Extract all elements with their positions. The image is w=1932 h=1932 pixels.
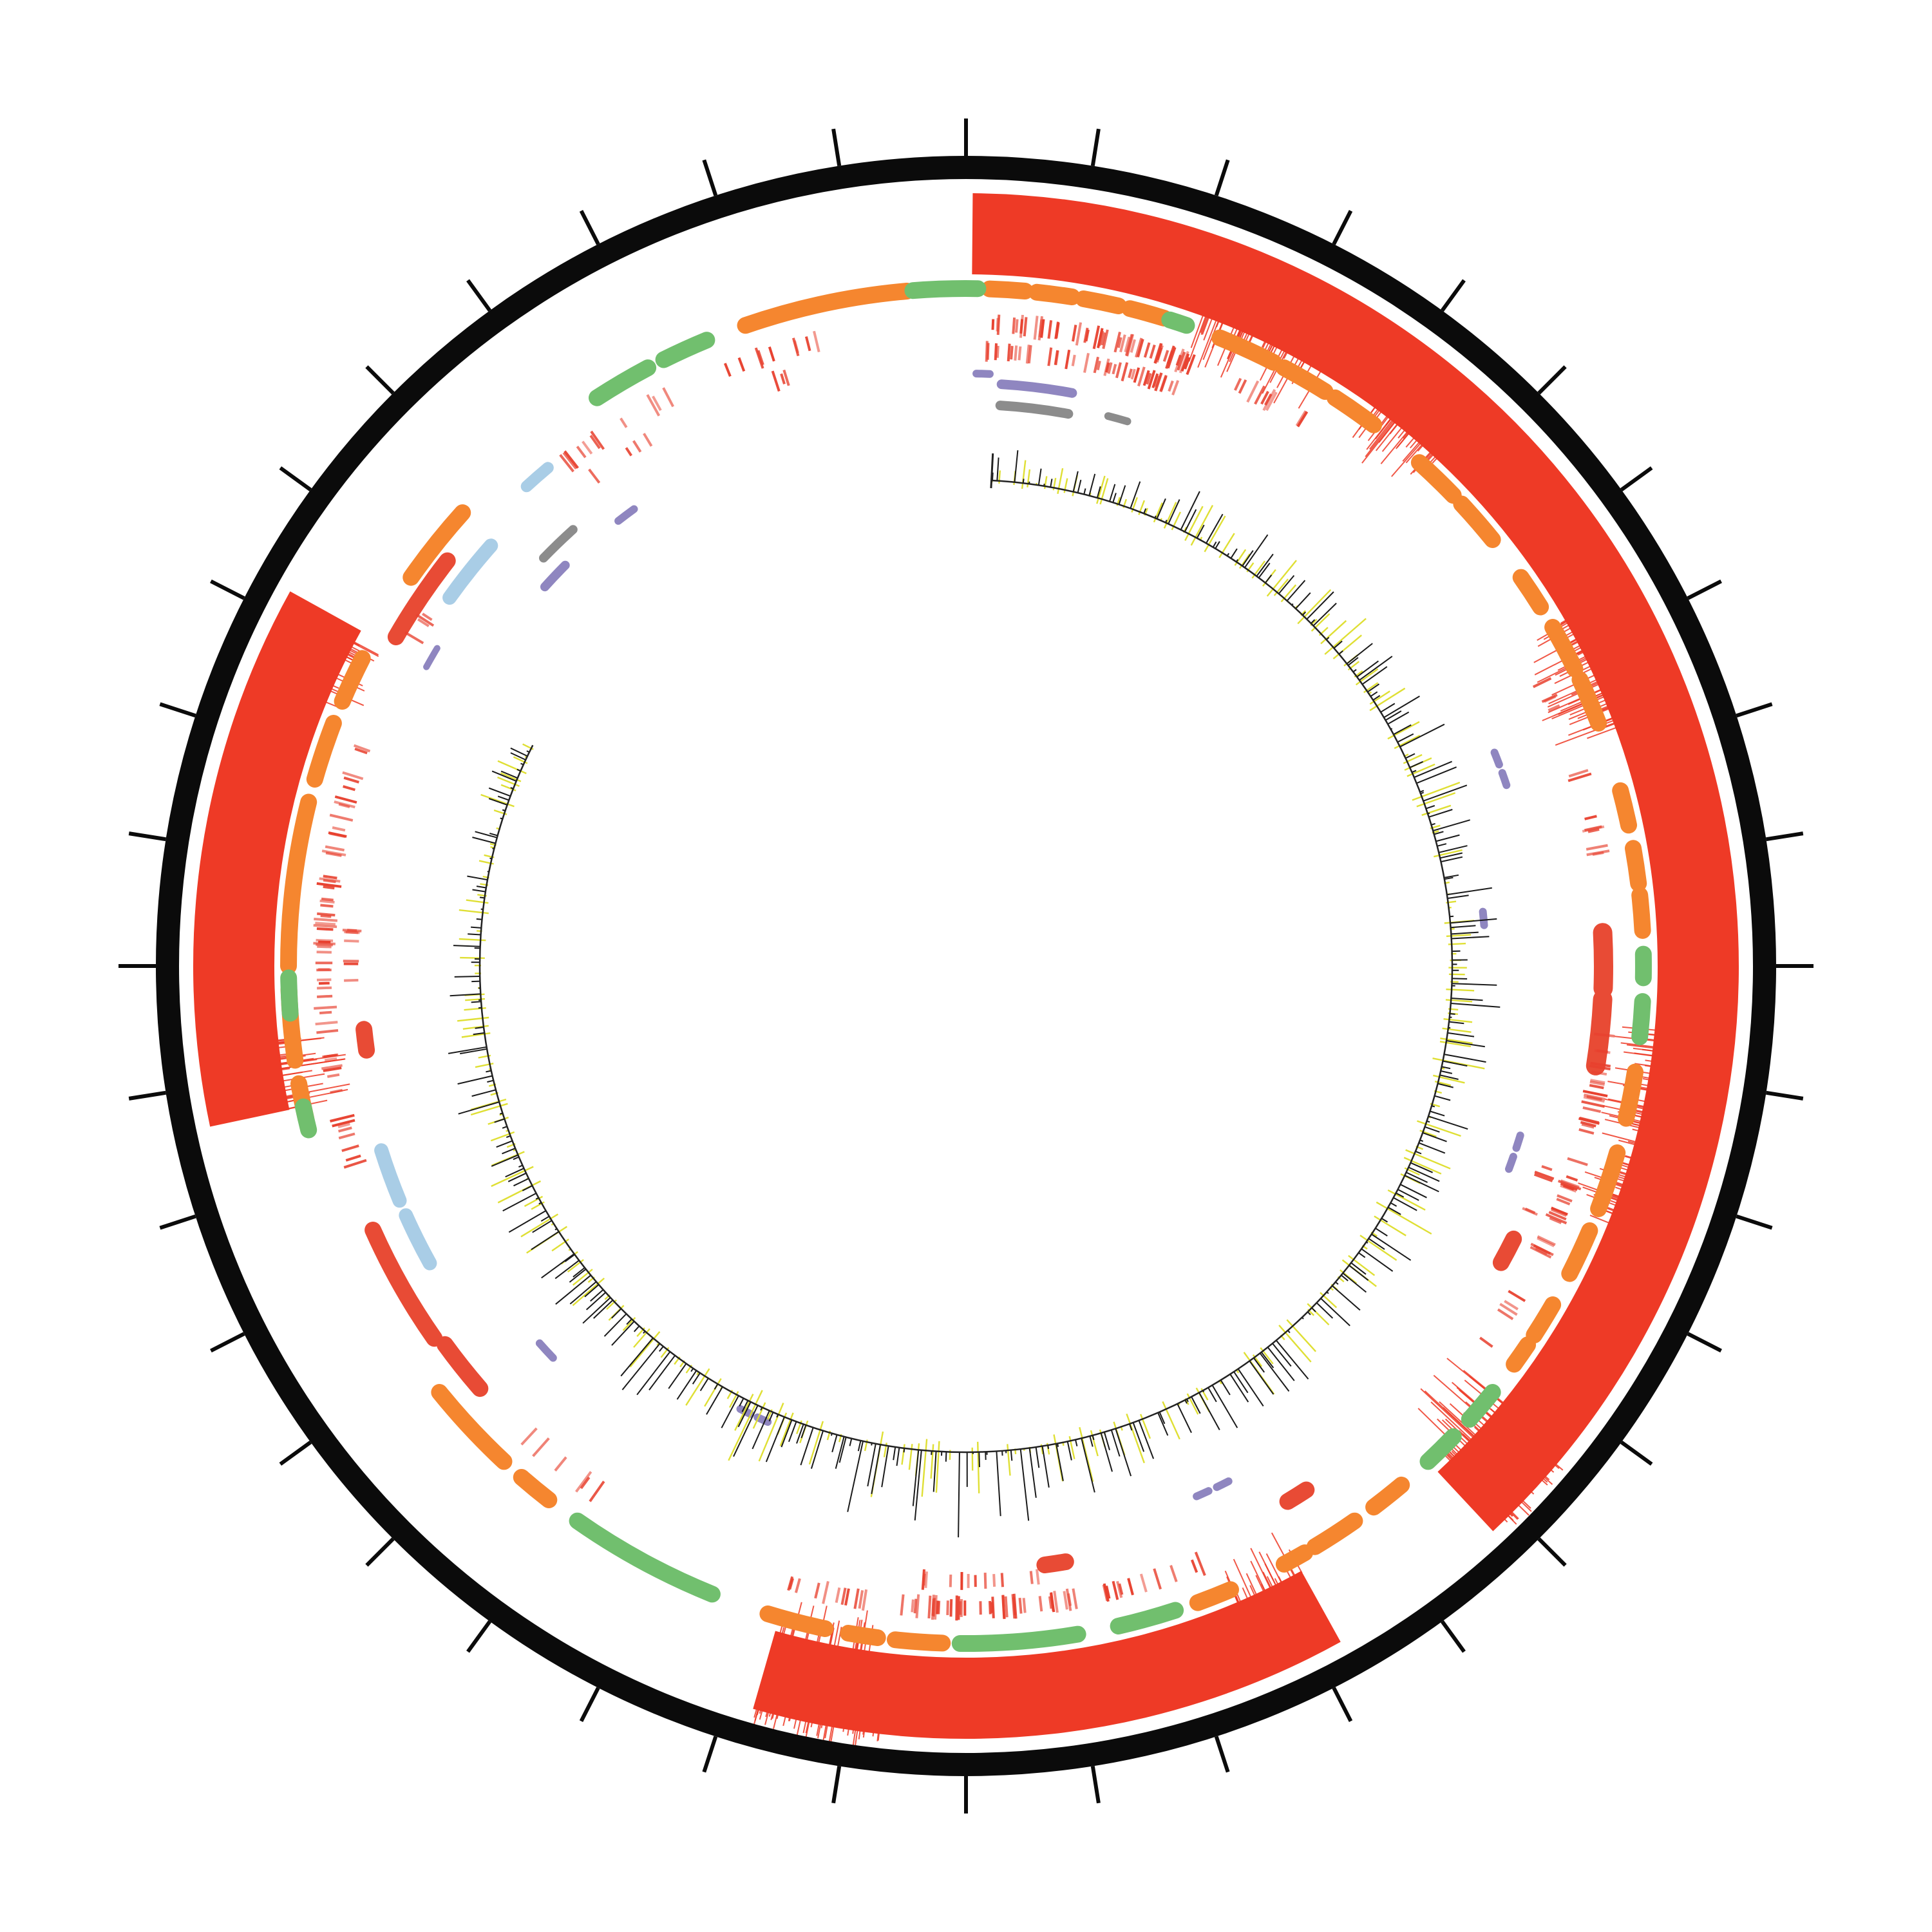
track-gc-black-spikes [448, 450, 1501, 1538]
track-blast-blocks [193, 193, 1739, 1739]
track-rug-1 [342, 341, 1555, 1590]
genome-backbone-ring [156, 156, 1776, 1776]
track-rug-0 [313, 314, 1615, 1621]
track-gc-baseline [478, 453, 1454, 1454]
track-misc-segments [423, 370, 1524, 1501]
track-gc-yellow-spikes [457, 460, 1485, 1497]
backbone-tick-marks [118, 118, 1814, 1814]
track-feature-segments [279, 280, 1652, 1653]
